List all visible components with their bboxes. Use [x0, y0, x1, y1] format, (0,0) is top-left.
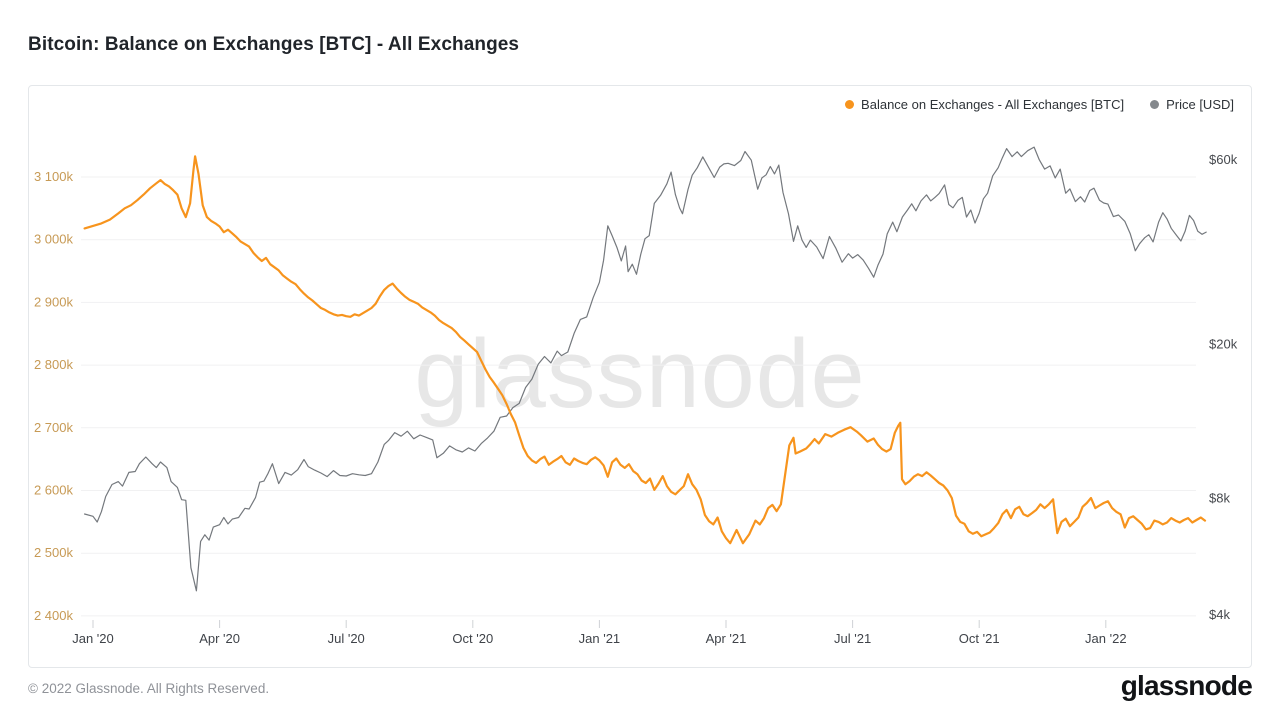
- legend-dot-price-icon: [1150, 100, 1160, 109]
- legend-dot-balance-icon: [845, 100, 855, 109]
- svg-text:2 800k: 2 800k: [34, 357, 74, 372]
- legend-item-balance[interactable]: Balance on Exchanges - All Exchanges [BT…: [845, 97, 1124, 112]
- svg-text:Jan '22: Jan '22: [1085, 631, 1127, 646]
- svg-text:2 500k: 2 500k: [34, 545, 74, 560]
- svg-text:2 400k: 2 400k: [34, 608, 74, 623]
- svg-text:$4k: $4k: [1209, 607, 1230, 622]
- footer-copyright: © 2022 Glassnode. All Rights Reserved.: [28, 681, 270, 696]
- page-title: Bitcoin: Balance on Exchanges [BTC] - Al…: [28, 34, 520, 55]
- chart-plot-area[interactable]: 3 100k 3 000k 2 900k 2 800k 2 700k 2 600k 2 50…: [29, 86, 1253, 669]
- chart-legend: Balance on Exchanges - All Exchanges [BT…: [845, 97, 1234, 112]
- svg-text:$20k: $20k: [1209, 337, 1238, 352]
- svg-text:Jan '20: Jan '20: [72, 631, 114, 646]
- svg-text:2 700k: 2 700k: [34, 420, 74, 435]
- svg-text:Apr '21: Apr '21: [706, 631, 747, 646]
- svg-text:3 100k: 3 100k: [34, 169, 74, 184]
- svg-text:Oct '21: Oct '21: [959, 631, 1000, 646]
- svg-text:$60k: $60k: [1209, 152, 1238, 167]
- svg-text:3 000k: 3 000k: [34, 232, 74, 247]
- svg-text:Oct '20: Oct '20: [452, 631, 493, 646]
- svg-text:2 900k: 2 900k: [34, 294, 74, 309]
- svg-text:Jan '21: Jan '21: [579, 631, 621, 646]
- svg-text:Jul '20: Jul '20: [328, 631, 365, 646]
- chart-card: Balance on Exchanges - All Exchanges [BT…: [28, 85, 1252, 668]
- legend-label-balance: Balance on Exchanges - All Exchanges [BT…: [861, 97, 1125, 112]
- svg-text:$8k: $8k: [1209, 491, 1230, 506]
- svg-text:2 600k: 2 600k: [34, 483, 74, 498]
- legend-label-price: Price [USD]: [1166, 97, 1234, 112]
- svg-text:Apr '20: Apr '20: [199, 631, 240, 646]
- svg-text:Jul '21: Jul '21: [834, 631, 871, 646]
- glassnode-logo[interactable]: glassnode: [1120, 670, 1253, 701]
- legend-item-price[interactable]: Price [USD]: [1150, 97, 1234, 112]
